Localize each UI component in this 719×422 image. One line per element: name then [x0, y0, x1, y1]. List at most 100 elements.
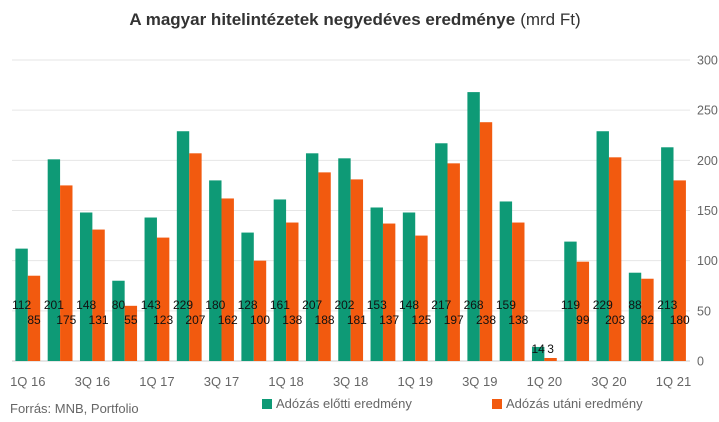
- data-label-pretax: 229: [173, 298, 193, 312]
- bar-pretax: [112, 280, 125, 361]
- data-label-pretax: 159: [496, 298, 516, 312]
- bars: [15, 92, 686, 362]
- data-label-pretax: 143: [141, 298, 161, 312]
- y-tick-label: 0: [697, 355, 704, 369]
- y-axis-ticks: 0 50 100 150 200 250 300: [697, 54, 718, 369]
- data-labels: 1128520117514813180551431232292071801621…: [12, 298, 690, 356]
- data-label-pretax: 201: [44, 298, 64, 312]
- x-tick-label: 3Q 17: [204, 374, 239, 389]
- bar-aftertax: [189, 153, 202, 361]
- legend-label-aftertax: Adózás utáni eredmény: [506, 396, 643, 411]
- data-label-aftertax: 3: [547, 342, 554, 356]
- bar-pretax: [467, 92, 480, 362]
- data-label-aftertax: 137: [379, 313, 399, 327]
- bar-aftertax: [124, 305, 138, 361]
- bar-aftertax: [544, 357, 557, 361]
- bar-aftertax: [641, 278, 654, 361]
- bar-aftertax: [318, 172, 331, 361]
- data-label-pretax: 207: [302, 298, 322, 312]
- x-tick-label: 1Q 20: [527, 374, 562, 389]
- legend: Adózás előtti eredmény Adózás utáni ered…: [262, 396, 643, 411]
- data-label-pretax: 202: [334, 298, 354, 312]
- bar-pretax: [273, 199, 287, 361]
- x-tick-label: 3Q 20: [591, 374, 626, 389]
- legend-label-pretax: Adózás előtti eredmény: [276, 396, 412, 411]
- data-label-pretax: 229: [593, 298, 613, 312]
- data-label-aftertax: 188: [315, 313, 335, 327]
- data-label-aftertax: 99: [576, 313, 590, 327]
- data-label-pretax: 161: [270, 298, 290, 312]
- chart-title: A magyar hitelintézetek negyedéves eredm…: [129, 10, 580, 29]
- bar-aftertax: [479, 122, 493, 361]
- x-tick-label: 3Q 19: [462, 374, 497, 389]
- data-label-pretax: 217: [431, 298, 451, 312]
- y-tick-label: 300: [697, 54, 718, 68]
- data-label-aftertax: 180: [670, 313, 690, 327]
- bar-pretax: [499, 201, 513, 361]
- x-tick-label: 1Q 19: [398, 374, 433, 389]
- x-tick-label: 3Q 16: [75, 374, 110, 389]
- bar-pretax: [370, 207, 383, 361]
- data-label-aftertax: 181: [347, 313, 367, 327]
- bar-aftertax: [156, 237, 170, 361]
- chart-title-unit: (mrd Ft): [520, 10, 580, 29]
- x-tick-label: 1Q 17: [139, 374, 174, 389]
- data-label-aftertax: 100: [250, 313, 270, 327]
- data-label-pretax: 180: [205, 298, 225, 312]
- y-tick-label: 200: [697, 154, 718, 168]
- data-label-pretax: 119: [561, 298, 580, 312]
- bar-pretax: [661, 147, 674, 361]
- y-tick-label: 250: [697, 104, 718, 118]
- bar-pretax: [596, 131, 609, 361]
- bar-pretax: [15, 248, 28, 361]
- data-label-pretax: 88: [628, 298, 642, 312]
- data-label-aftertax: 123: [153, 313, 173, 327]
- x-axis-ticks: 1Q 16 3Q 16 1Q 17 3Q 17 1Q 18 3Q 18 1Q 19 3Q 19…: [10, 374, 691, 389]
- bar-aftertax: [221, 198, 234, 361]
- data-label-aftertax: 131: [89, 313, 109, 327]
- data-label-aftertax: 138: [282, 313, 302, 327]
- data-label-pretax: 213: [657, 298, 677, 312]
- data-label-pretax: 148: [399, 298, 419, 312]
- bar-pretax: [531, 346, 545, 361]
- y-tick-label: 150: [697, 204, 718, 218]
- bar-aftertax: [92, 229, 105, 361]
- bar-aftertax: [382, 223, 396, 361]
- data-label-aftertax: 175: [56, 313, 76, 327]
- bar-aftertax: [350, 179, 364, 361]
- bar-aftertax: [27, 275, 41, 361]
- data-label-pretax: 153: [367, 298, 387, 312]
- bar-pretax: [305, 153, 319, 361]
- bar-pretax: [435, 143, 448, 361]
- bar-pretax: [628, 272, 642, 361]
- data-label-pretax: 112: [12, 298, 31, 312]
- bar-aftertax: [60, 185, 73, 361]
- source-note: Forrás: MNB, Portfolio: [10, 401, 139, 416]
- legend-swatch-aftertax: [492, 399, 502, 409]
- data-label-aftertax: 238: [476, 313, 496, 327]
- bar-pretax: [47, 159, 61, 361]
- bar-pretax: [209, 180, 222, 361]
- bar-pretax: [79, 212, 93, 361]
- bar-aftertax: [447, 163, 460, 361]
- data-label-pretax: 14: [531, 342, 545, 356]
- data-label-aftertax: 197: [444, 313, 464, 327]
- data-label-aftertax: 125: [411, 313, 431, 327]
- bar-aftertax: [673, 180, 686, 361]
- bar-pretax: [176, 131, 190, 361]
- data-label-pretax: 268: [464, 298, 484, 312]
- data-label-aftertax: 82: [641, 313, 655, 327]
- data-label-aftertax: 207: [185, 313, 205, 327]
- bar-aftertax: [608, 157, 622, 361]
- y-tick-label: 50: [697, 304, 711, 318]
- data-label-aftertax: 138: [508, 313, 528, 327]
- legend-swatch-pretax: [262, 399, 272, 409]
- bar-aftertax: [512, 222, 525, 361]
- bar-pretax: [241, 232, 254, 361]
- data-label-pretax: 128: [238, 298, 258, 312]
- bar-pretax: [338, 158, 351, 361]
- bar-pretax: [144, 217, 157, 361]
- y-tick-label: 100: [697, 254, 718, 268]
- data-label-pretax: 148: [76, 298, 96, 312]
